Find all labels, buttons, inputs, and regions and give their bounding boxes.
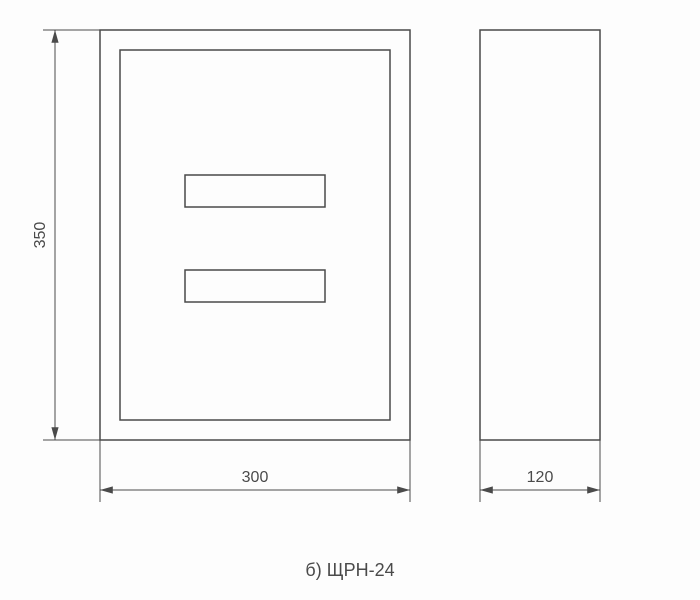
svg-text:350: 350	[32, 222, 49, 249]
svg-text:120: 120	[527, 469, 554, 486]
svg-text:300: 300	[242, 469, 269, 486]
figure-caption: б) ЩРН-24	[0, 560, 700, 581]
technical-drawing: 350 300 120	[0, 0, 700, 600]
